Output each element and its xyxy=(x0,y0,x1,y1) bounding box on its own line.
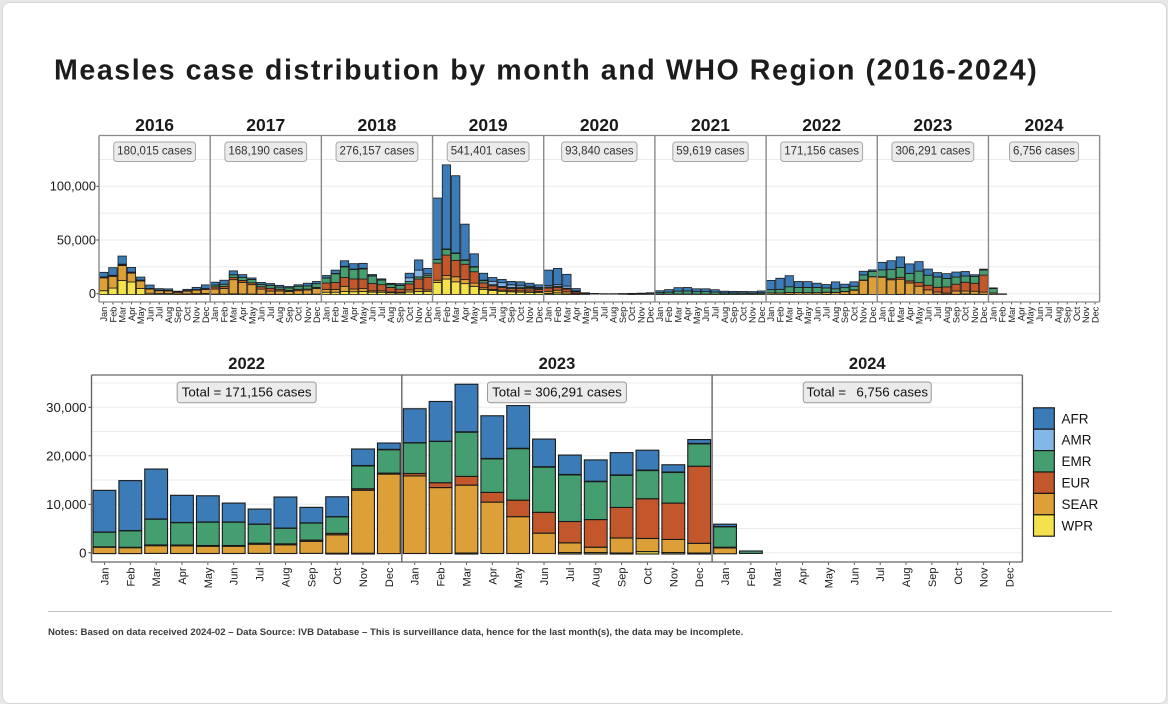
svg-text:Mar: Mar xyxy=(151,567,163,586)
svg-text:59,619 cases: 59,619 cases xyxy=(676,145,745,157)
svg-text:0: 0 xyxy=(89,286,96,301)
svg-text:2020: 2020 xyxy=(580,115,619,135)
svg-text:168,190 cases: 168,190 cases xyxy=(228,145,303,157)
svg-text:EUR: EUR xyxy=(1062,476,1091,491)
svg-text:10,000: 10,000 xyxy=(46,497,86,512)
svg-text:Nov: Nov xyxy=(668,567,680,587)
svg-text:50,000: 50,000 xyxy=(57,232,96,247)
svg-text:Nov: Nov xyxy=(979,567,991,587)
svg-text:Aug: Aug xyxy=(280,568,292,588)
svg-text:Jun: Jun xyxy=(229,568,241,586)
svg-text:Sep: Sep xyxy=(306,568,318,588)
svg-text:100,000: 100,000 xyxy=(50,179,96,194)
svg-text:2024: 2024 xyxy=(1025,115,1064,135)
svg-text:0: 0 xyxy=(79,545,86,560)
svg-text:Mar: Mar xyxy=(461,567,473,586)
svg-text:Notes: Based on data received: Notes: Based on data received 2024-02 – … xyxy=(48,627,743,638)
svg-text:6,756 cases: 6,756 cases xyxy=(1013,145,1075,157)
svg-text:Apr: Apr xyxy=(798,567,810,584)
svg-text:AFR: AFR xyxy=(1062,411,1089,426)
svg-text:2019: 2019 xyxy=(469,115,508,135)
svg-text:AMR: AMR xyxy=(1062,433,1092,448)
svg-text:30,000: 30,000 xyxy=(46,400,86,415)
svg-text:Jan: Jan xyxy=(720,568,732,586)
svg-text:Jun: Jun xyxy=(849,568,861,586)
svg-text:May: May xyxy=(203,567,215,588)
svg-text:180,015 cases: 180,015 cases xyxy=(117,145,192,157)
svg-text:Mar: Mar xyxy=(772,567,784,586)
svg-text:2024: 2024 xyxy=(849,355,887,373)
svg-text:Nov: Nov xyxy=(358,567,370,587)
svg-text:SEAR: SEAR xyxy=(1062,497,1099,512)
svg-text:Jan: Jan xyxy=(99,568,111,586)
svg-text:Dec: Dec xyxy=(1004,567,1016,587)
svg-text:2023: 2023 xyxy=(913,115,952,135)
svg-text:Dec: Dec xyxy=(694,567,706,587)
svg-text:541,401 cases: 541,401 cases xyxy=(451,145,526,157)
svg-text:171,156 cases: 171,156 cases xyxy=(784,145,859,157)
svg-text:Jan: Jan xyxy=(410,568,422,586)
svg-text:Feb: Feb xyxy=(125,568,137,587)
svg-text:Sep: Sep xyxy=(617,568,629,588)
svg-text:Oct: Oct xyxy=(953,568,965,585)
svg-text:2018: 2018 xyxy=(357,115,396,135)
svg-text:2022: 2022 xyxy=(802,115,841,135)
svg-text:May: May xyxy=(513,567,525,588)
svg-text:20,000: 20,000 xyxy=(46,448,86,463)
svg-text:Jul: Jul xyxy=(255,568,267,582)
svg-text:Total = 6,756 cases: Total = 6,756 cases xyxy=(806,385,928,400)
svg-text:May: May xyxy=(823,567,835,588)
svg-text:Oct: Oct xyxy=(642,568,654,585)
svg-text:Jul: Jul xyxy=(875,568,887,582)
svg-text:WPR: WPR xyxy=(1062,518,1094,533)
svg-text:Jul: Jul xyxy=(565,568,577,582)
svg-text:2017: 2017 xyxy=(246,115,285,135)
svg-text:Feb: Feb xyxy=(436,568,448,587)
svg-text:2023: 2023 xyxy=(539,355,576,373)
svg-text:Total = 171,156 cases: Total = 171,156 cases xyxy=(182,385,312,400)
svg-text:2022: 2022 xyxy=(228,355,265,373)
svg-text:Oct: Oct xyxy=(332,568,344,585)
svg-text:276,157 cases: 276,157 cases xyxy=(340,145,415,157)
svg-text:Jun: Jun xyxy=(539,568,551,586)
svg-text:Dec: Dec xyxy=(384,567,396,587)
svg-text:Measles case distribution by m: Measles case distribution by month and W… xyxy=(54,55,1038,87)
svg-text:Dec: Dec xyxy=(1090,306,1100,323)
svg-text:2016: 2016 xyxy=(135,115,174,135)
svg-text:Total = 306,291 cases: Total = 306,291 cases xyxy=(492,385,622,400)
svg-text:Aug: Aug xyxy=(901,568,913,588)
svg-text:Aug: Aug xyxy=(591,568,603,588)
svg-text:EMR: EMR xyxy=(1062,454,1092,469)
svg-text:306,291 cases: 306,291 cases xyxy=(895,145,970,157)
svg-text:Sep: Sep xyxy=(927,568,939,588)
svg-text:Apr: Apr xyxy=(487,567,499,584)
svg-text:93,840 cases: 93,840 cases xyxy=(565,145,634,157)
svg-text:Apr: Apr xyxy=(177,567,189,584)
svg-text:2021: 2021 xyxy=(691,115,730,135)
svg-text:Feb: Feb xyxy=(746,568,758,587)
